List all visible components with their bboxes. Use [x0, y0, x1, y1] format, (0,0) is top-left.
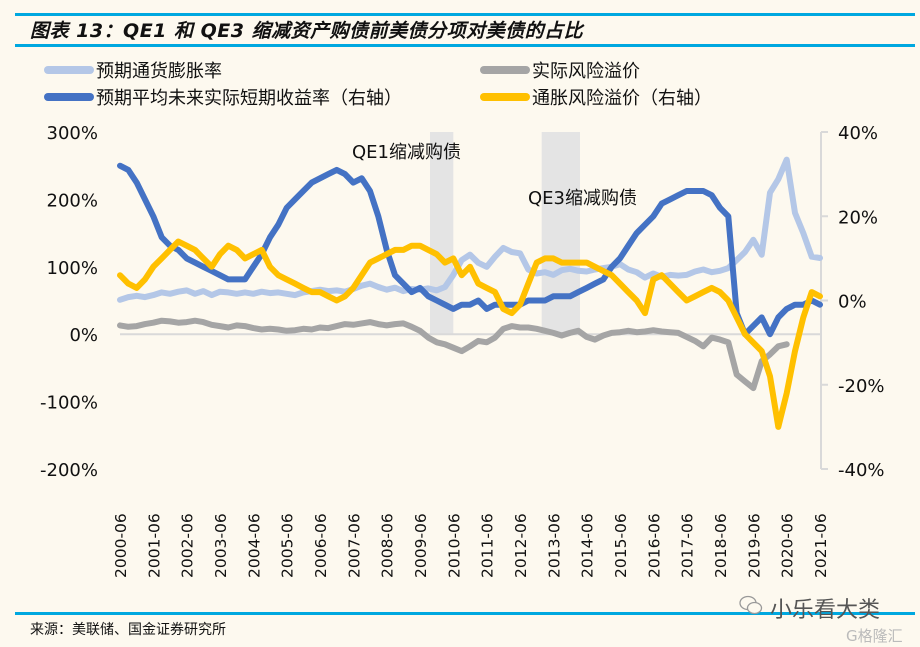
x-axis-tick-label: 2011-06: [479, 513, 497, 578]
annotation-qe1: QE1缩减购债: [352, 142, 461, 163]
series-line-expected-real-rate: [117, 162, 823, 338]
chart: 300% 200% 100% 0% -100% -200% 40% 20% 0% -20% -40…: [40, 123, 885, 578]
chart-title: 图表 13：QE1 和 QE3 缩减资产购债前美债分项对美债的占比: [30, 20, 584, 42]
left-axis-tick-label: 200%: [47, 190, 98, 211]
right-axis: [820, 131, 828, 470]
left-axis-tick-label: -100%: [40, 393, 98, 414]
series-line-inflation-risk-premium: [117, 238, 823, 430]
x-axis-tick-label: 2016-06: [645, 513, 663, 578]
legend-item-real-risk-premium: 实际风险溢价: [480, 57, 640, 83]
x-axis-tick-label: 2005-06: [279, 513, 297, 578]
series-line-expected-inflation: [117, 156, 823, 303]
x-axis-tick-label: 2010-06: [445, 513, 463, 578]
legend-swatch-inflation-risk-premium: [480, 93, 530, 101]
legend-item-expected-real-rate: 预期平均未来实际短期收益率（右轴）: [44, 84, 402, 110]
watermark-primary: 小乐看大类: [770, 598, 881, 623]
legend-swatch-expected-inflation: [44, 66, 94, 74]
wechat-icon: [739, 595, 763, 615]
right-axis-tick-label: 40%: [838, 123, 878, 144]
x-axis-tick-label: 2012-06: [512, 513, 530, 578]
legend-item-expected-inflation: 预期通货膨胀率: [44, 57, 222, 83]
left-axis-tick-label: 100%: [47, 258, 98, 279]
source-note: 来源：美联储、国金证券研究所: [30, 622, 226, 638]
x-axis-tick-label: 2007-06: [345, 513, 363, 578]
x-axis-tick-label: 2017-06: [679, 513, 697, 578]
right-axis-tick-label: -20%: [838, 376, 885, 397]
source-rule: [15, 612, 915, 615]
left-axis-tick-label: 300%: [47, 123, 98, 144]
x-axis-tick-label: 2014-06: [579, 513, 597, 578]
title-rule-top: [15, 13, 915, 16]
right-axis-tick-label: -40%: [838, 460, 885, 481]
legend-label: 实际风险溢价: [532, 61, 640, 82]
left-axis-tick-label: 0%: [69, 325, 98, 346]
legend-label: 通胀风险溢价（右轴）: [532, 88, 712, 109]
legend-swatch-real-risk-premium: [480, 66, 530, 74]
series-line-real-risk-premium: [117, 317, 790, 392]
x-axis-tick-label: 2003-06: [212, 513, 230, 578]
x-axis-ticks: 2000-06 2001-06 2002-06 2003-06 2004-06 2005-…: [112, 513, 830, 578]
x-axis-tick-label: 2008-06: [379, 513, 397, 578]
title-rule-bottom: [15, 44, 915, 47]
left-axis-tick-label: -200%: [40, 460, 98, 481]
x-axis-tick-label: 2006-06: [312, 513, 330, 578]
right-axis-tick-label: 0%: [838, 292, 867, 313]
annotation-qe3: QE3缩减购债: [528, 188, 637, 209]
legend-label: 预期平均未来实际短期收益率（右轴）: [96, 88, 402, 109]
x-axis-tick-label: 2019-06: [745, 513, 763, 578]
watermark-secondary: G格隆汇: [846, 627, 903, 645]
x-axis-tick-label: 2001-06: [145, 513, 163, 578]
legend-swatch-expected-real-rate: [44, 93, 94, 101]
x-axis-tick-label: 2020-06: [779, 513, 797, 578]
x-axis-tick-label: 2000-06: [112, 513, 130, 578]
x-axis-tick-label: 2013-06: [545, 513, 563, 578]
x-axis-tick-label: 2002-06: [179, 513, 197, 578]
right-axis-tick-label: 20%: [838, 207, 878, 228]
x-axis-tick-label: 2004-06: [245, 513, 263, 578]
right-axis-ticks: 40% 20% 0% -20% -40%: [838, 123, 885, 481]
x-axis-tick-label: 2009-06: [412, 513, 430, 578]
x-axis-tick-label: 2021-06: [812, 513, 830, 578]
legend-item-inflation-risk-premium: 通胀风险溢价（右轴）: [480, 84, 712, 110]
x-axis-tick-label: 2018-06: [712, 513, 730, 578]
legend-label: 预期通货膨胀率: [96, 61, 222, 82]
series-lines: [117, 156, 823, 430]
x-axis-tick-label: 2015-06: [612, 513, 630, 578]
shaded-period-qe3: [541, 132, 580, 335]
left-axis-ticks: 300% 200% 100% 0% -100% -200%: [40, 123, 98, 481]
